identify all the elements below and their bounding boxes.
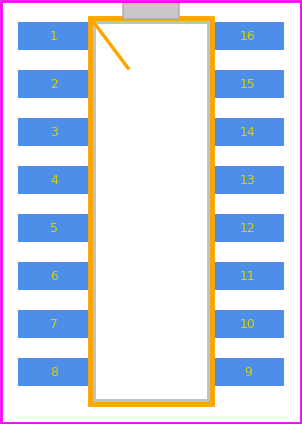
Bar [212,70,284,98]
Bar [212,22,284,50]
FancyBboxPatch shape [123,2,179,19]
Bar [212,166,284,194]
Bar [93,21,209,401]
Text: 6: 6 [50,270,58,282]
Text: 9: 9 [244,365,252,379]
Text: 12: 12 [240,221,256,234]
Text: 4: 4 [50,173,58,187]
Bar [18,22,90,50]
Text: 1: 1 [50,30,58,42]
Text: 2: 2 [50,78,58,90]
Bar [18,166,90,194]
Bar [18,310,90,338]
Text: 14: 14 [240,126,256,139]
Bar [18,262,90,290]
Bar [212,214,284,242]
Bar [212,262,284,290]
Text: 16: 16 [240,30,256,42]
Bar [18,358,90,386]
Text: 5: 5 [50,221,58,234]
Bar [18,214,90,242]
Bar [212,118,284,146]
Bar [18,70,90,98]
Bar [18,118,90,146]
Bar [212,358,284,386]
Text: 3: 3 [50,126,58,139]
Text: 11: 11 [240,270,256,282]
Bar [212,310,284,338]
Bar [90,18,212,404]
Text: 10: 10 [240,318,256,330]
Text: 7: 7 [50,318,58,330]
Text: 15: 15 [240,78,256,90]
Text: 8: 8 [50,365,58,379]
Text: 13: 13 [240,173,256,187]
